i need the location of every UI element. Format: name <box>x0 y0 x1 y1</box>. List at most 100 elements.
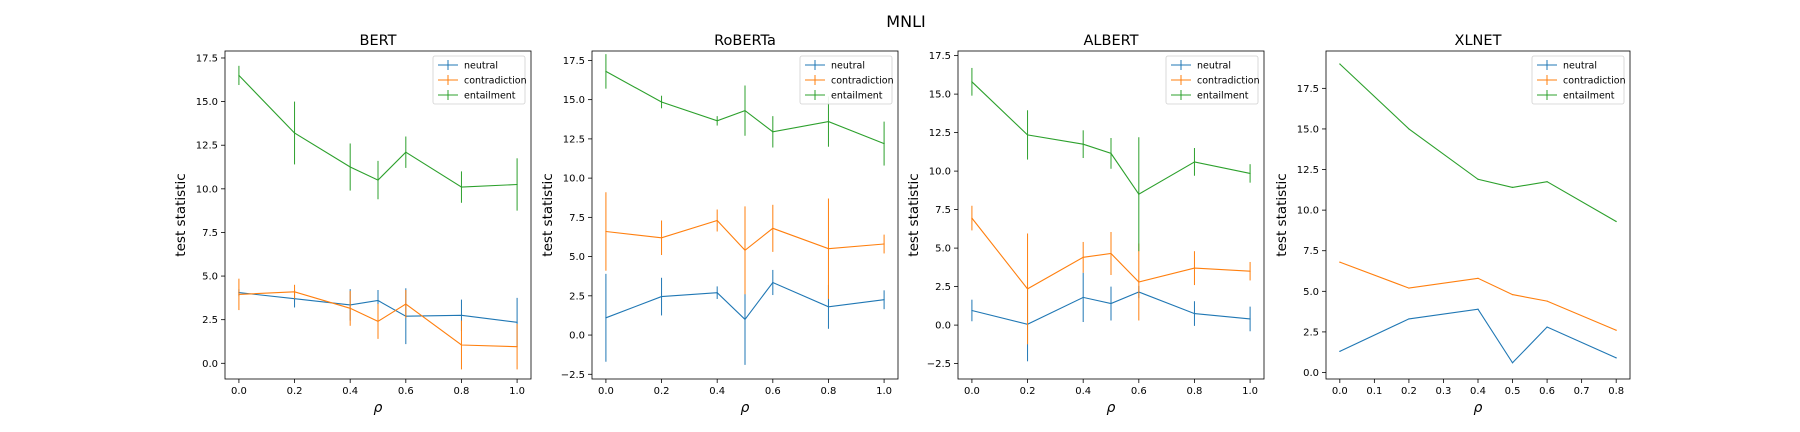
legend-label: contradiction <box>464 76 527 87</box>
data-point <box>744 318 746 320</box>
data-point <box>772 131 774 133</box>
chart-panel-albert: 0.0 0.2 0.4 0.6 0.8 1.0 −2.5 0.0 2.5 5.0 7.5 10.0 12… <box>906 33 1265 416</box>
data-point <box>1546 181 1548 183</box>
data-point <box>1138 193 1140 195</box>
chart-panel-bert: 0.0 0.2 0.4 0.6 0.8 1.0 0.0 2.5 5.0 7.5 10.0 12.5 15… <box>173 33 532 416</box>
chart-panel-roberta: 0.0 0.2 0.4 0.6 0.8 1.0 −2.5 0.0 2.5 5.0 7.5 10.0 12… <box>540 33 899 416</box>
y-tick-label: 12.5 <box>563 134 585 145</box>
data-point <box>1193 312 1196 315</box>
data-point <box>460 186 463 188</box>
y-tick-label: 0.0 <box>935 321 951 332</box>
data-point <box>883 142 885 145</box>
legend-label: neutral <box>464 61 498 72</box>
data-point <box>1615 329 1617 331</box>
x-tick-label: 0.8 <box>454 386 470 397</box>
data-point <box>716 292 718 294</box>
data-point <box>827 121 830 123</box>
data-point <box>516 346 518 348</box>
data-point <box>349 166 351 168</box>
series-neutral <box>1339 308 1617 364</box>
y-tick-label: 0.0 <box>1303 368 1319 379</box>
legend-box <box>1165 55 1259 105</box>
legend-label: entailment <box>464 91 516 102</box>
x-tick-label: 0.4 <box>709 386 725 397</box>
data-point <box>377 320 379 323</box>
data-point <box>1339 350 1341 352</box>
y-tick-label: 7.5 <box>202 228 218 239</box>
data-point <box>1249 270 1251 272</box>
y-tick-label: −2.5 <box>561 370 585 381</box>
x-tick-label: 0.2 <box>1401 386 1417 397</box>
panel-title: XLNET <box>1455 33 1502 49</box>
legend: neutral contradiction entailment <box>432 55 527 105</box>
data-point <box>1511 186 1514 188</box>
data-point <box>660 296 663 298</box>
data-point <box>1339 63 1341 65</box>
data-point <box>883 243 885 245</box>
chart-panels: 0.0 0.2 0.4 0.6 0.8 1.0 0.0 2.5 5.0 7.5 10.0 12.5 15… <box>173 33 1631 416</box>
data-point <box>460 344 463 346</box>
data-point <box>1408 287 1410 289</box>
data-point <box>971 309 973 312</box>
x-tick-label: 0.4 <box>1075 386 1091 397</box>
legend-box <box>432 55 526 105</box>
x-axis-label: ρ <box>1107 400 1116 416</box>
y-tick-label: −2.5 <box>927 359 951 370</box>
data-point <box>1511 362 1514 364</box>
legend-label: contradiction <box>831 76 894 87</box>
data-point <box>377 299 379 302</box>
legend-label: entailment <box>831 91 883 102</box>
legend: neutral contradiction entailment <box>1165 55 1260 105</box>
series-entailment <box>1339 63 1617 223</box>
x-axis-label: ρ <box>1474 400 1483 416</box>
series-contradiction <box>238 278 518 370</box>
series-line-neutral <box>1339 308 1617 364</box>
data-point <box>744 249 746 251</box>
data-point <box>377 179 379 181</box>
legend: neutral contradiction entailment <box>799 55 894 105</box>
data-point <box>660 237 663 239</box>
data-point <box>1615 220 1617 223</box>
legend-label: neutral <box>1563 61 1597 72</box>
y-tick-label: 10.0 <box>563 174 585 185</box>
y-tick-label: 17.5 <box>563 56 585 67</box>
y-tick-label: 2.5 <box>935 282 951 293</box>
data-point <box>1615 357 1617 359</box>
x-tick-label: 0.8 <box>1608 386 1624 397</box>
data-point <box>238 293 240 295</box>
data-point <box>971 81 973 83</box>
legend-label: entailment <box>1563 91 1615 102</box>
x-tick-label: 0.0 <box>1332 386 1348 397</box>
series-contradiction <box>971 205 1251 345</box>
figure-title: MNLI <box>886 12 925 31</box>
y-tick-label: 15.0 <box>563 95 585 106</box>
data-point <box>716 219 718 222</box>
data-point <box>772 281 774 284</box>
y-tick-label: 5.0 <box>935 244 951 255</box>
legend: neutral contradiction entailment <box>1531 55 1626 105</box>
data-point <box>971 217 973 219</box>
x-axis-label: ρ <box>741 400 750 416</box>
data-point <box>1193 267 1196 269</box>
data-point <box>605 70 607 73</box>
legend-label: contradiction <box>1197 76 1260 87</box>
y-tick-label: 12.5 <box>196 141 218 152</box>
data-point <box>1546 300 1548 302</box>
x-tick-label: 0.6 <box>398 386 414 397</box>
chart-panel-xlnet: 0.0 0.1 0.2 0.3 0.4 0.5 0.6 0.7 0.8 0.0 2.5 5.0 7.5 1… <box>1274 33 1631 416</box>
x-tick-label: 0.6 <box>1131 386 1147 397</box>
data-point <box>1026 134 1029 136</box>
x-tick-label: 0.7 <box>1574 386 1590 397</box>
legend-label: entailment <box>1197 91 1249 102</box>
series-neutral <box>971 272 1251 362</box>
series-line-entailment <box>1339 63 1617 222</box>
x-tick-label: 1.0 <box>1242 386 1258 397</box>
data-point <box>516 183 518 186</box>
data-point <box>1110 252 1112 255</box>
y-tick-label: 7.5 <box>935 205 951 216</box>
x-tick-label: 0.4 <box>342 386 358 397</box>
y-tick-label: 15.0 <box>1297 124 1319 135</box>
data-point <box>716 120 718 122</box>
x-tick-label: 0.2 <box>287 386 303 397</box>
x-tick-label: 0.6 <box>765 386 781 397</box>
